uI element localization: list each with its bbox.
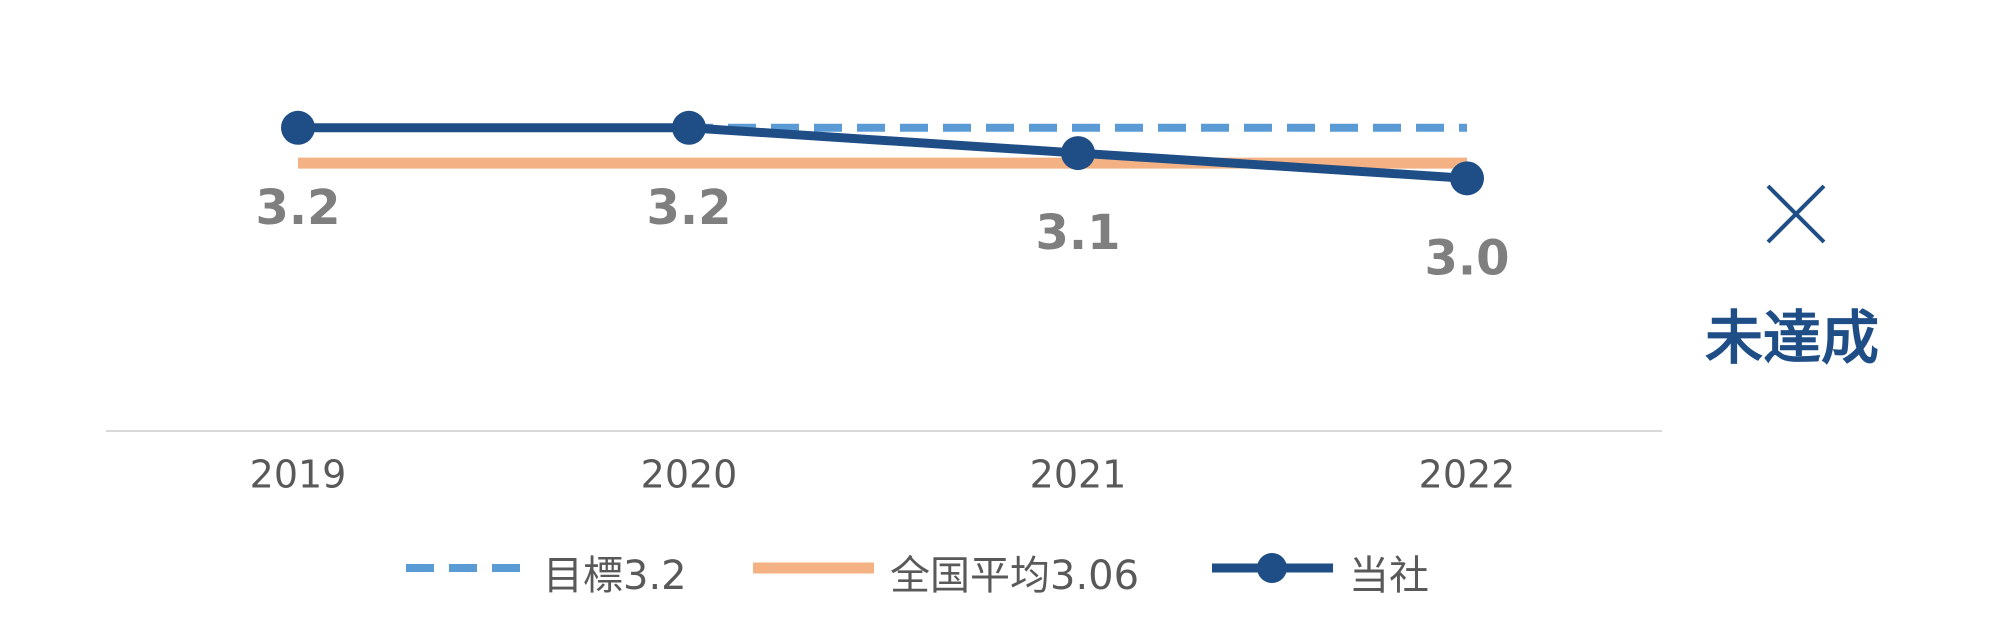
value-label: 3.2	[646, 180, 731, 236]
value-label: 3.1	[1035, 205, 1120, 261]
legend-label: 目標3.2	[543, 553, 687, 599]
point	[1450, 161, 1484, 196]
legend-marker	[1257, 553, 1287, 583]
x-tick-label: 2021	[1030, 453, 1127, 497]
point	[672, 110, 706, 145]
legend-label: 当社	[1349, 553, 1429, 599]
x-tick-label: 2020	[641, 453, 738, 497]
cross-icon	[1766, 184, 1826, 244]
x-tick-label: 2019	[250, 453, 347, 497]
legend-label: 全国平均3.06	[890, 553, 1139, 599]
point	[281, 110, 315, 145]
value-label: 3.2	[255, 180, 340, 236]
series-line	[298, 123, 1468, 183]
x-tick-label: 2022	[1419, 453, 1516, 497]
annotation: 未達成	[1705, 304, 1879, 372]
point	[1061, 136, 1095, 171]
value-label: 3.0	[1424, 230, 1509, 286]
